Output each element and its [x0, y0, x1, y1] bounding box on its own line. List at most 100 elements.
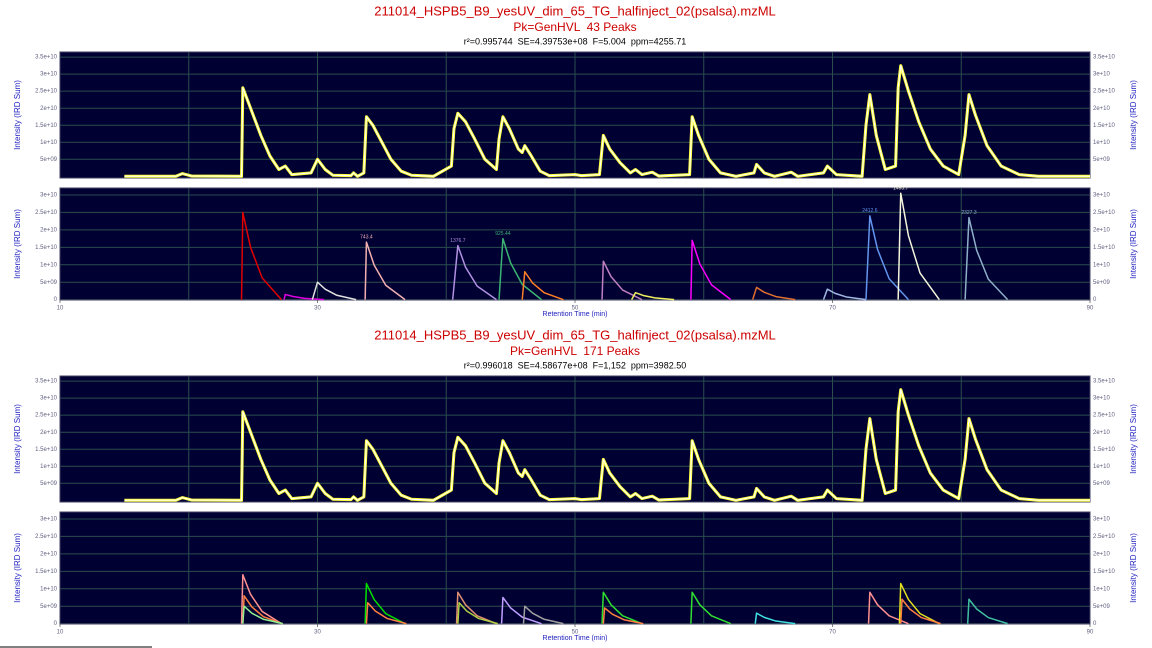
- peak-component: [690, 239, 732, 301]
- y2-tick-label: 2.5e+10: [1093, 210, 1116, 216]
- peak-component: [240, 211, 283, 301]
- y2-tick-label: 0: [1093, 621, 1097, 627]
- y-tick-label: 3e+10: [40, 72, 58, 78]
- x-tick-label: 10: [57, 306, 64, 312]
- peak-component: [898, 582, 940, 625]
- peak-component: [451, 244, 497, 301]
- x-tick-label: 30: [314, 630, 321, 636]
- peak-component: [311, 281, 357, 301]
- y2-tick-label: 1.5e+10: [1093, 569, 1116, 575]
- x-tick-label: 90: [1087, 306, 1094, 312]
- fit-stats: r²=0.996018 SE=4.58677e+08 F=1,152 ppm=3…: [464, 360, 686, 370]
- peak-component: [690, 591, 732, 625]
- peak-component: [822, 288, 867, 301]
- y-tick-label: 0: [54, 297, 58, 303]
- y2-tick-label: 1e+10: [1093, 140, 1111, 146]
- x-tick-label: 10: [57, 630, 64, 636]
- y-tick-label: 5e+09: [40, 481, 58, 487]
- peak-component: [867, 591, 909, 625]
- peak-component: [522, 605, 564, 625]
- fit-trace: [124, 65, 1090, 177]
- y2-axis-label: Intensity (IRD Sum): [1129, 404, 1138, 474]
- peak-component: [964, 216, 1009, 301]
- fit-trace: [124, 389, 1090, 501]
- peak-component: [601, 591, 643, 625]
- peak-component: [897, 192, 940, 301]
- y-tick-label: 3e+10: [40, 517, 58, 523]
- y-tick-label: 1e+10: [40, 140, 58, 146]
- x-axis-label: Retention Time (min): [543, 635, 608, 642]
- y2-tick-label: 1.5e+10: [1093, 123, 1116, 129]
- y-tick-label: 0: [54, 621, 58, 627]
- peak-component: [521, 270, 564, 301]
- fit-stats: r²=0.995744 SE=4.39753e+08 F=5.004 ppm=4…: [464, 36, 686, 46]
- y2-tick-label: 3e+10: [1093, 193, 1111, 199]
- x-tick-label: 30: [314, 306, 321, 312]
- x-axis-label: Retention Time (min): [543, 311, 608, 318]
- y-tick-label: 1e+10: [40, 586, 58, 592]
- peak-label: 2327.3: [961, 210, 977, 216]
- y-tick-label: 1.5e+10: [35, 447, 58, 453]
- y2-tick-label: 3.5e+10: [1093, 55, 1116, 61]
- y2-tick-label: 5e+09: [1093, 157, 1111, 163]
- peak-component: [899, 598, 941, 625]
- peak-component: [455, 591, 497, 625]
- peak-component: [283, 293, 324, 301]
- peak-component: [751, 286, 796, 301]
- y2-tick-label: 1.5e+10: [1093, 245, 1116, 251]
- peak-component: [498, 237, 542, 301]
- peak-label: 925.44: [495, 231, 511, 237]
- peak-component: [365, 601, 407, 625]
- y2-tick-label: 1.5e+10: [1093, 447, 1116, 453]
- y-axis-label: Intensity (IRD Sum): [13, 80, 22, 150]
- y2-tick-label: 3e+10: [1093, 72, 1111, 78]
- y-axis-label: Intensity (IRD Sum): [13, 533, 22, 603]
- peak-component: [242, 594, 283, 625]
- chart-subtitle: Pk=GenHVL 171 Peaks: [510, 344, 640, 358]
- y-tick-label: 2.5e+10: [35, 89, 58, 95]
- y-tick-label: 2e+10: [40, 227, 58, 233]
- y-tick-label: 5e+09: [40, 157, 58, 163]
- y2-axis-label: Intensity (IRD Sum): [1129, 80, 1138, 150]
- y-tick-label: 2.5e+10: [35, 534, 58, 540]
- y-tick-label: 2e+10: [40, 430, 58, 436]
- x-tick-label: 70: [829, 306, 836, 312]
- plot-frame: [59, 511, 1091, 625]
- y-tick-label: 3e+10: [40, 396, 58, 402]
- y2-tick-label: 2e+10: [1093, 227, 1111, 233]
- y2-tick-label: 3.5e+10: [1093, 379, 1116, 385]
- peak-component: [966, 598, 1008, 625]
- peak-label: 743.4: [360, 234, 373, 240]
- plot-frame: [59, 375, 1091, 503]
- y2-tick-label: 2.5e+10: [1093, 534, 1116, 540]
- peak-component: [500, 596, 542, 625]
- y2-axis-label: Intensity (IRD Sum): [1129, 533, 1138, 603]
- plot-frame: [59, 51, 1091, 179]
- peak-component: [457, 601, 498, 625]
- chart-title: 211014_HSPB5_B9_yesUV_dim_65_TG_halfinje…: [374, 327, 776, 342]
- peak-component: [364, 241, 406, 301]
- peak-label: 2412.6: [862, 208, 878, 214]
- y2-tick-label: 1e+10: [1093, 262, 1111, 268]
- y-tick-label: 2e+10: [40, 551, 58, 557]
- y2-tick-label: 3e+10: [1093, 396, 1111, 402]
- y-tick-label: 5e+09: [40, 604, 58, 610]
- y2-tick-label: 2e+10: [1093, 106, 1111, 112]
- peak-label: 1376.7: [450, 238, 466, 244]
- y-tick-label: 5e+09: [40, 280, 58, 286]
- y2-tick-label: 1e+10: [1093, 464, 1111, 470]
- x-tick-label: 50: [572, 630, 579, 636]
- chart-subtitle: Pk=GenHVL 43 Peaks: [513, 20, 636, 34]
- y-tick-label: 1.5e+10: [35, 569, 58, 575]
- y-tick-label: 3e+10: [40, 193, 58, 199]
- x-tick-label: 70: [829, 630, 836, 636]
- y2-tick-label: 1e+10: [1093, 586, 1111, 592]
- chart-title: 211014_HSPB5_B9_yesUV_dim_65_TG_halfinje…: [374, 3, 776, 18]
- y-tick-label: 2.5e+10: [35, 413, 58, 419]
- peak-component: [754, 612, 796, 625]
- peak-component: [601, 260, 643, 301]
- y-tick-label: 1.5e+10: [35, 245, 58, 251]
- y2-tick-label: 5e+09: [1093, 604, 1111, 610]
- peak-component: [364, 582, 406, 625]
